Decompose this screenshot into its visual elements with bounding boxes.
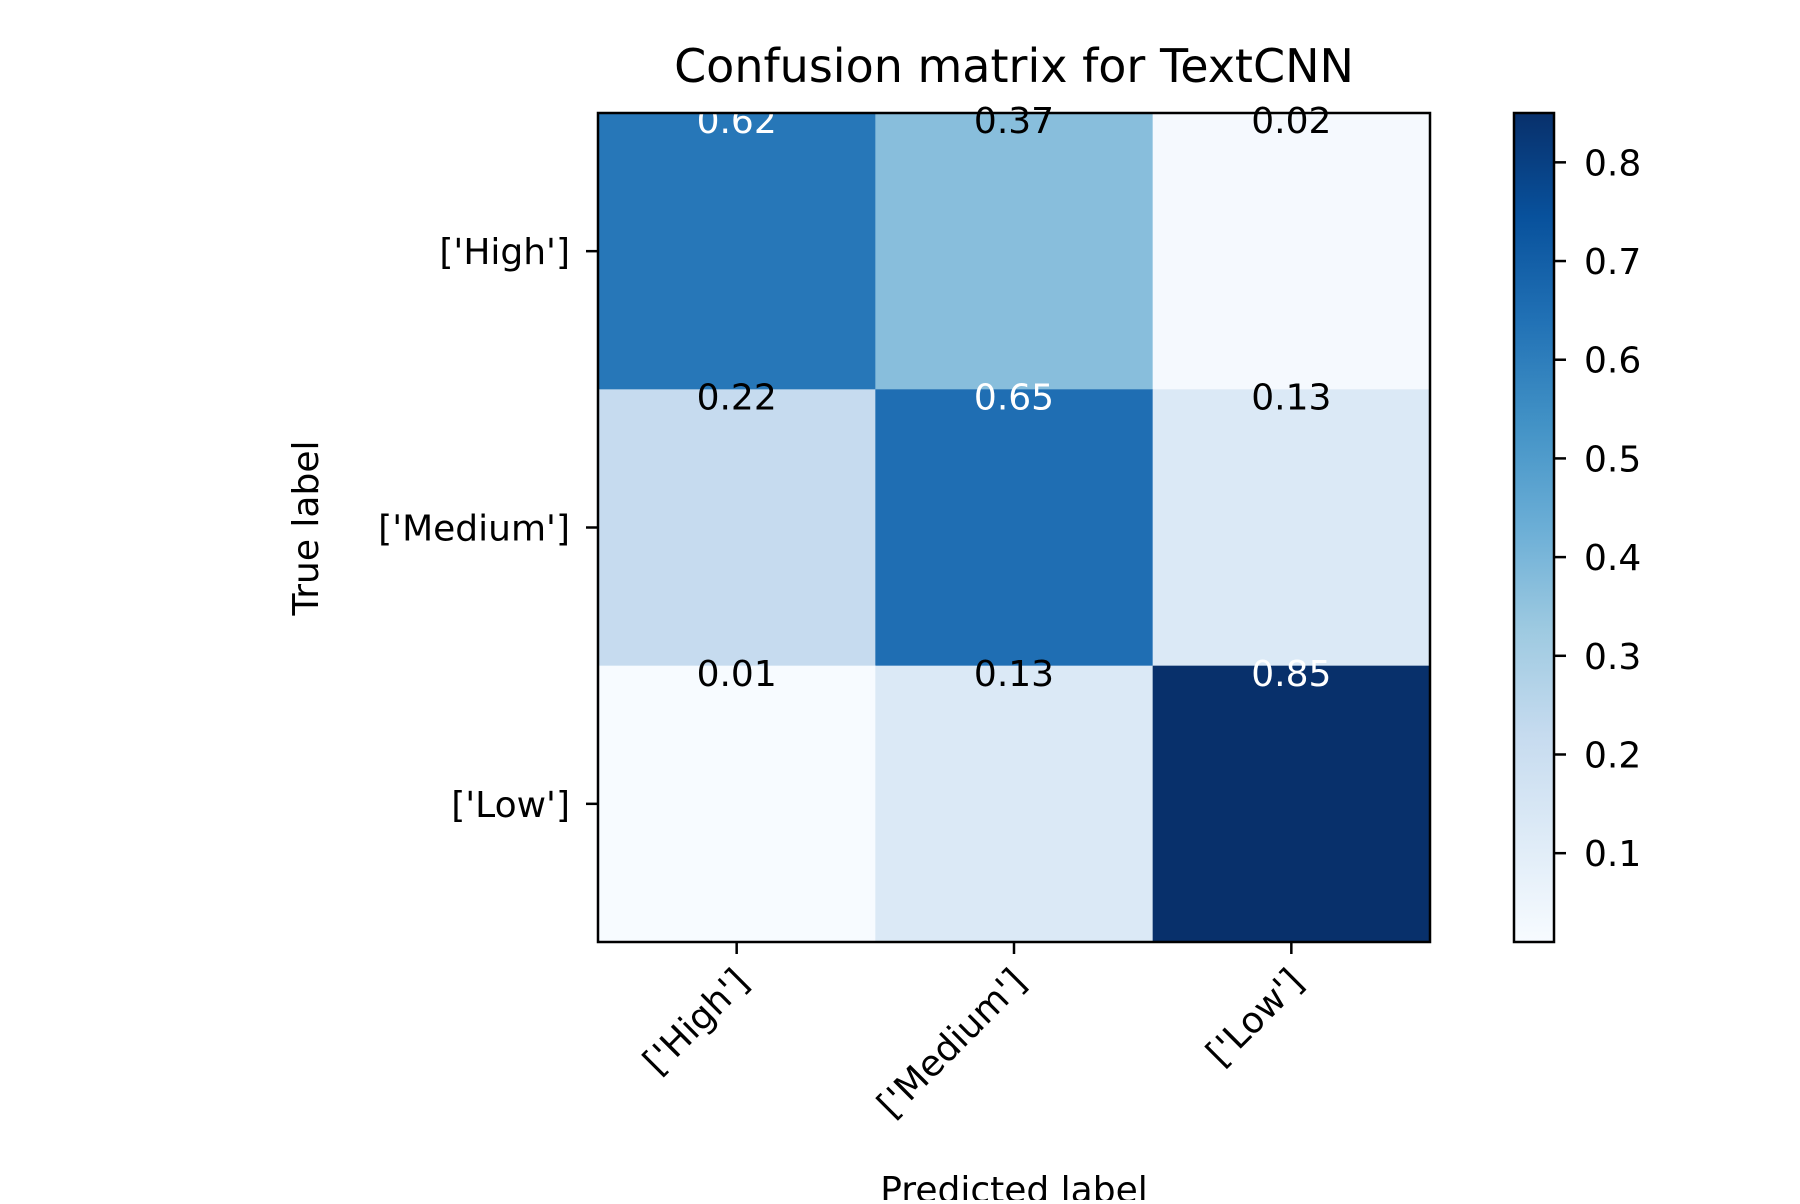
cell-r0-c2 (1152, 113, 1431, 390)
colorbar-tick-label-6: 0.7 (1584, 242, 1641, 283)
cell-value-label-r0-c0: 0.62 (697, 101, 777, 142)
y-tick-label-2: ['Low'] (451, 785, 570, 826)
cell-value-label-r1-c0: 0.22 (697, 378, 777, 419)
y-tick-label-0: ['High'] (439, 232, 570, 273)
heatmap-cells (598, 113, 1431, 943)
cell-r0-c0 (598, 113, 876, 390)
y-axis-label: True label (286, 441, 327, 617)
cell-value-label-r0-c1: 0.37 (974, 101, 1054, 142)
x-tick-label-0: ['High'] (636, 961, 757, 1082)
x-axis-label: Predicted label (880, 1170, 1148, 1200)
x-tick-label-2: ['Low'] (1199, 961, 1312, 1074)
cell-value-labels: 0.62 0.37 0.02 0.22 0.65 0.13 0.01 0.13 0.85 (697, 101, 1332, 695)
x-axis-ticks: ['High'] ['Medium'] ['Low'] (636, 942, 1312, 1126)
colorbar-tick-label-0: 0.1 (1584, 834, 1641, 875)
cell-value-label-r2-c1: 0.13 (974, 654, 1054, 695)
colorbar-tick-label-1: 0.2 (1584, 735, 1641, 776)
cell-value-label-r1-c2: 0.13 (1251, 378, 1331, 419)
x-tick-label-1: ['Medium'] (870, 961, 1035, 1126)
cell-r2-c0 (598, 665, 876, 943)
cell-value-label-r1-c1: 0.65 (974, 378, 1054, 419)
colorbar-tick-label-2: 0.3 (1584, 637, 1641, 678)
cell-value-label-r2-c2: 0.85 (1251, 654, 1331, 695)
colorbar-gradient (1514, 113, 1554, 942)
colorbar-tick-label-4: 0.5 (1584, 439, 1641, 480)
cell-r0-c1 (875, 113, 1154, 390)
colorbar-tick-label-3: 0.4 (1584, 538, 1641, 579)
cell-value-label-r0-c2: 0.02 (1251, 101, 1331, 142)
chart-title: Confusion matrix for TextCNN (674, 39, 1354, 93)
cell-r1-c2 (1152, 389, 1431, 667)
cell-r2-c1 (875, 665, 1154, 943)
colorbar-ticks: 0.1 0.2 0.3 0.4 0.5 0.6 0.7 0.8 (1554, 143, 1641, 875)
colorbar-tick-label-7: 0.8 (1584, 143, 1641, 184)
colorbar-tick-label-5: 0.6 (1584, 341, 1641, 382)
cell-r1-c1 (875, 389, 1154, 667)
y-tick-label-1: ['Medium'] (378, 509, 570, 550)
colorbar-frame (1512, 111, 1556, 944)
cell-r1-c0 (598, 389, 876, 667)
cell-value-label-r2-c0: 0.01 (697, 654, 777, 695)
cell-r2-c2 (1152, 665, 1431, 943)
y-axis-ticks: ['High'] ['Medium'] ['Low'] (378, 232, 598, 826)
